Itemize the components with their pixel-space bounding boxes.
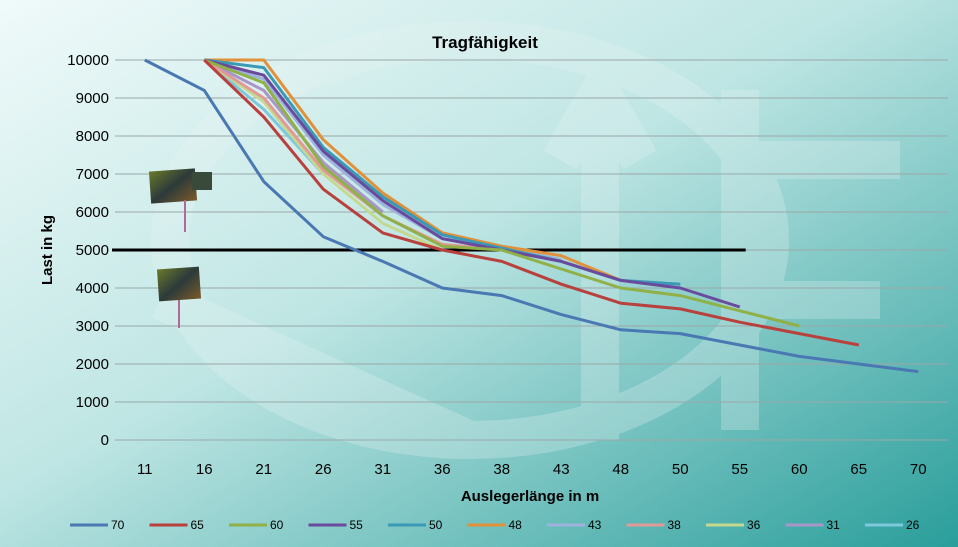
x-tick-label: 16 <box>196 461 213 478</box>
legend-label: 60 <box>270 518 284 532</box>
chart-title: Tragfähigkeit <box>432 33 538 52</box>
y-axis-title: Last in kg <box>39 215 56 285</box>
legend-label: 48 <box>509 518 523 532</box>
legend-label: 36 <box>747 518 761 532</box>
series-line-55 <box>203 58 741 309</box>
y-tick-label: 4000 <box>76 280 109 297</box>
x-tick-label: 11 <box>137 461 153 478</box>
x-tick-label: 26 <box>315 461 332 478</box>
x-tick-label: 36 <box>434 461 451 478</box>
legend-label: 26 <box>906 518 920 532</box>
series-group <box>144 58 919 374</box>
x-axis-title: Auslegerlänge in m <box>461 488 599 505</box>
gridlines <box>115 59 948 441</box>
y-tick-label: 3000 <box>76 318 109 335</box>
legend-label: 38 <box>668 518 682 532</box>
y-tick-label: 7000 <box>76 166 109 183</box>
x-tick-label: 21 <box>255 461 272 478</box>
legend-label: 50 <box>429 518 443 532</box>
x-tick-label: 43 <box>553 461 570 478</box>
x-tick-label: 65 <box>850 461 867 478</box>
x-tick-label: 60 <box>791 461 808 478</box>
legend-label: 43 <box>588 518 602 532</box>
y-tick-label: 10000 <box>67 52 109 69</box>
series-line-60 <box>203 58 800 328</box>
x-axis-ticks: 11 16 21 26 31 36 38 43 48 50 55 60 65 70 <box>137 461 927 478</box>
series-line-65 <box>203 58 860 347</box>
x-tick-label: 31 <box>374 461 391 478</box>
legend-label: 70 <box>111 518 125 532</box>
x-tick-label: 55 <box>731 461 748 478</box>
y-tick-label: 5000 <box>76 242 109 259</box>
series-line-48 <box>204 58 622 282</box>
legend-label: 65 <box>191 518 205 532</box>
series-line-26 <box>203 58 325 176</box>
series-line-70 <box>144 58 919 374</box>
x-tick-label: 50 <box>672 461 689 478</box>
x-tick-label: 38 <box>493 461 510 478</box>
y-tick-label: 6000 <box>76 204 109 221</box>
x-tick-label: 70 <box>910 461 927 478</box>
legend-label: 55 <box>350 518 364 532</box>
y-tick-label: 8000 <box>76 128 109 145</box>
legend: 70 65 60 55 50 48 43 38 36 31 26 <box>70 518 920 532</box>
y-axis-ticks: 0 1000 2000 3000 4000 5000 6000 7000 8000 9000 100… <box>67 52 109 449</box>
load-box-icon <box>156 266 202 328</box>
y-tick-label: 0 <box>101 432 109 449</box>
y-tick-label: 2000 <box>76 356 109 373</box>
series-line-36 <box>203 58 443 252</box>
y-tick-label: 1000 <box>76 394 109 411</box>
y-tick-label: 9000 <box>76 90 109 107</box>
load-box-icon <box>148 168 212 232</box>
legend-label: 31 <box>827 518 841 532</box>
x-tick-label: 48 <box>612 461 629 478</box>
